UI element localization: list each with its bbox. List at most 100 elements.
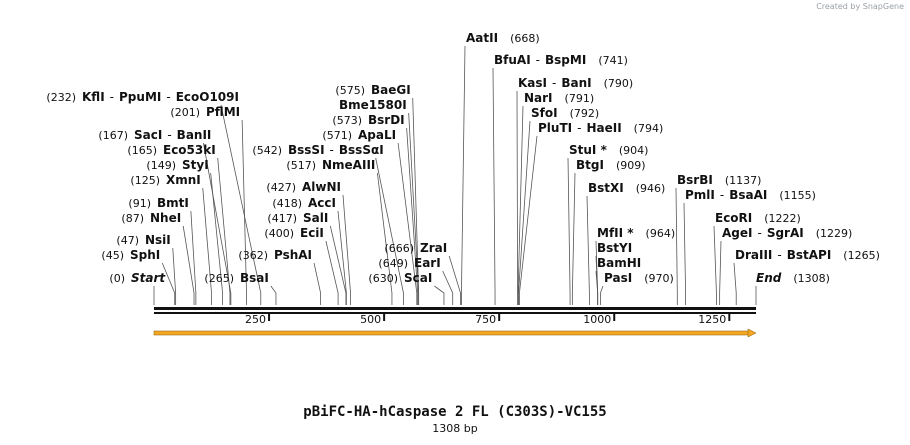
site-label-pshai[interactable]: PshAI bbox=[274, 248, 312, 262]
site-label-xmni[interactable]: XmnI bbox=[166, 173, 201, 187]
site-label-saci-banii[interactable]: SacI - BanII bbox=[134, 128, 211, 142]
site-leader bbox=[190, 210, 197, 305]
site-label-start[interactable]: Start bbox=[131, 271, 166, 285]
site-label-draiii-bstapi[interactable]: DraIII - BstAPI (1265) bbox=[735, 248, 880, 262]
snapgene-credit: Created by SnapGene bbox=[816, 2, 904, 11]
site-label-pflmi[interactable]: PflMI bbox=[206, 105, 240, 119]
site-label-stui[interactable]: StuI * (904) bbox=[569, 143, 648, 157]
site-label-nhei[interactable]: NheI bbox=[150, 211, 181, 225]
site-leaders bbox=[153, 45, 757, 305]
site-label-agei-sgrai[interactable]: AgeI - SgrAI (1229) bbox=[722, 226, 852, 240]
backbone-top-strand bbox=[154, 307, 756, 310]
site-label-sali[interactable]: SalI bbox=[303, 211, 328, 225]
site-leader bbox=[406, 127, 419, 305]
site-leader bbox=[412, 97, 420, 305]
scale-ticks: 250 500 750 1000 1250 bbox=[245, 312, 731, 326]
site-leader bbox=[461, 45, 466, 305]
site-labels: Start (0) SphI (45) NsiI (47) NheI (87) BmtI (91)… bbox=[46, 31, 879, 285]
site-label-ecori[interactable]: EcoRI (1222) bbox=[715, 211, 801, 225]
site-leader bbox=[172, 247, 177, 305]
site-leader bbox=[571, 172, 576, 305]
site-position: (418) bbox=[272, 197, 302, 210]
site-leader bbox=[202, 142, 232, 305]
site-label-zrai[interactable]: ZraI bbox=[420, 241, 447, 255]
site-position: (232) bbox=[46, 91, 76, 104]
site-label-bstxi[interactable]: BstXI (946) bbox=[588, 181, 665, 195]
site-position: (45) bbox=[101, 249, 124, 262]
feature-bar[interactable] bbox=[153, 330, 751, 336]
site-label-sfoi[interactable]: SfoI (792) bbox=[531, 106, 599, 120]
site-label-bmti[interactable]: BmtI bbox=[157, 196, 189, 210]
site-position: (165) bbox=[127, 144, 157, 157]
site-leader bbox=[241, 119, 247, 305]
site-leader bbox=[217, 157, 231, 305]
backbone-bottom-strand bbox=[154, 312, 756, 314]
site-leader bbox=[182, 225, 195, 305]
site-leader bbox=[325, 240, 339, 305]
site-label-bamhi[interactable]: BamHI bbox=[597, 256, 641, 270]
site-position: (630) bbox=[368, 272, 398, 285]
site-leader bbox=[683, 202, 686, 305]
site-label-sphi[interactable]: SphI bbox=[130, 248, 160, 262]
feature-arrowhead bbox=[747, 328, 757, 338]
site-leader bbox=[376, 172, 393, 305]
site-label-styi[interactable]: StyI bbox=[182, 158, 209, 172]
site-label-btgi[interactable]: BtgI (909) bbox=[576, 158, 646, 172]
site-label-kasi-bani[interactable]: KasI - BanI (790) bbox=[518, 76, 633, 90]
site-label-pluti-haeii[interactable]: PluTI - HaeII (794) bbox=[538, 121, 663, 135]
site-label-bfuai-bspmi[interactable]: BfuAI - BspMI (741) bbox=[494, 53, 628, 67]
site-leader bbox=[220, 104, 262, 305]
site-position: (125) bbox=[130, 174, 160, 187]
site-leader bbox=[600, 285, 604, 305]
site-label-mfii[interactable]: MfII * (964) bbox=[597, 226, 675, 240]
site-leader bbox=[375, 157, 404, 305]
site-label-apali[interactable]: ApaLI bbox=[358, 128, 396, 142]
site-leader bbox=[586, 195, 590, 305]
map-title: pBiFC-HA-hCaspase 2 FL (C303S)-VC155 bbox=[303, 404, 607, 420]
sequence-length: 1308 bp bbox=[432, 422, 478, 435]
site-label-bstyi[interactable]: BstYI bbox=[597, 241, 632, 255]
site-label-eari[interactable]: EarI bbox=[414, 256, 441, 270]
site-label-eco53ki[interactable]: Eco53kI bbox=[163, 143, 216, 157]
site-label-acci[interactable]: AccI bbox=[308, 196, 336, 210]
site-position: (571) bbox=[322, 129, 352, 142]
site-label-bme1580i[interactable]: Bme1580I bbox=[339, 98, 407, 112]
site-label-alwni[interactable]: AlwNI bbox=[302, 180, 341, 194]
site-leader bbox=[518, 120, 531, 305]
site-label-baegi[interactable]: BaeGI bbox=[371, 83, 411, 97]
site-position: (542) bbox=[252, 144, 282, 157]
site-label-end[interactable]: End (1308) bbox=[756, 271, 830, 285]
site-leader bbox=[719, 240, 722, 305]
site-leader bbox=[342, 194, 351, 305]
site-position: (87) bbox=[121, 212, 144, 225]
site-label-nmeaiii[interactable]: NmeAIII bbox=[322, 158, 375, 172]
site-position: (167) bbox=[98, 129, 128, 142]
site-leader bbox=[595, 270, 599, 305]
site-label-pmli-bsaai[interactable]: PmlI - BsaAI (1155) bbox=[685, 188, 816, 202]
site-label-bsrbi[interactable]: BsrBI (1137) bbox=[677, 173, 761, 187]
site-label-ecii[interactable]: EciI bbox=[300, 226, 324, 240]
scale-tick-label: 750 bbox=[475, 313, 496, 326]
site-leader bbox=[210, 172, 223, 305]
site-leader bbox=[329, 225, 347, 305]
site-label-bsai[interactable]: BsaI bbox=[240, 271, 269, 285]
site-label-scai[interactable]: ScaI bbox=[404, 271, 432, 285]
site-position: (149) bbox=[146, 159, 176, 172]
site-label-bsrdi[interactable]: BsrDI bbox=[368, 113, 405, 127]
site-label-pasi[interactable]: PasI (970) bbox=[604, 271, 674, 285]
site-position: (362) bbox=[238, 249, 268, 262]
site-leader bbox=[567, 157, 571, 305]
site-leader bbox=[448, 255, 461, 305]
site-label-nsii[interactable]: NsiI bbox=[145, 233, 171, 247]
scale-tick-label: 250 bbox=[245, 313, 266, 326]
site-position: (201) bbox=[170, 106, 200, 119]
site-position: (0) bbox=[109, 272, 125, 285]
site-leader bbox=[337, 210, 347, 305]
site-label-aatii[interactable]: AatII (668) bbox=[466, 31, 540, 45]
site-leader bbox=[733, 262, 737, 305]
site-label-bsssi-bsss-i[interactable]: BssSI - BssSαI bbox=[288, 143, 384, 157]
site-label-kfli-ppumi-ecoo109i[interactable]: KflI - PpuMI - EcoO109I bbox=[82, 90, 239, 104]
site-label-nari[interactable]: NarI (791) bbox=[524, 91, 594, 105]
site-leader bbox=[313, 262, 322, 305]
scale-tick-label: 500 bbox=[360, 313, 381, 326]
